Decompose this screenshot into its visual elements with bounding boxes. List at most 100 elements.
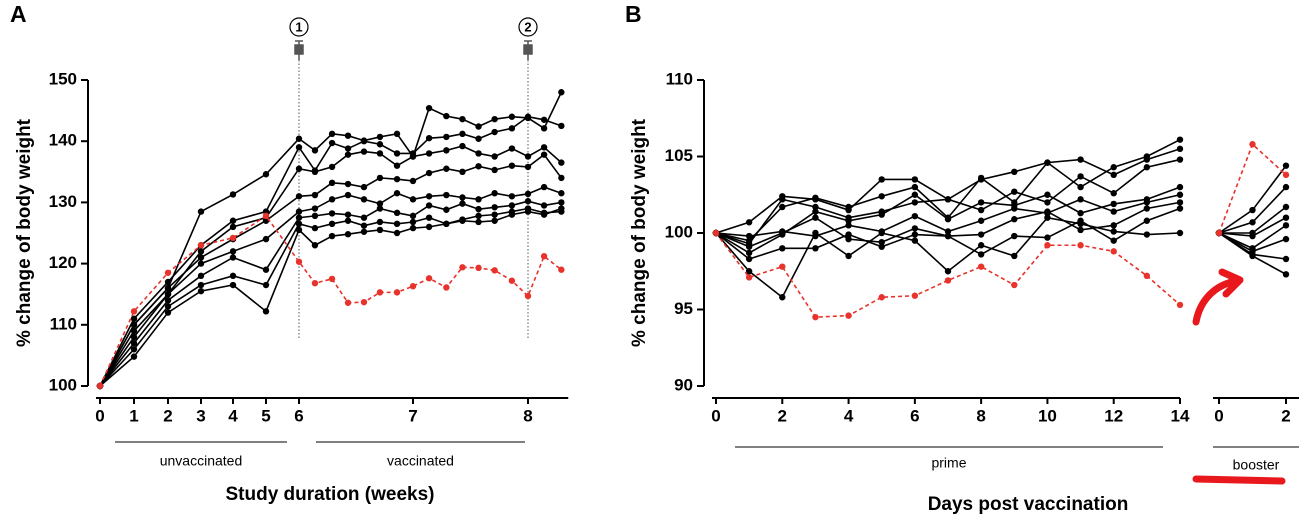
x-tick-label: 4 bbox=[228, 406, 238, 425]
data-point bbox=[845, 222, 852, 229]
data-point bbox=[393, 162, 401, 169]
data-point bbox=[393, 209, 401, 217]
syringe-icon bbox=[294, 40, 304, 60]
data-point bbox=[878, 193, 885, 200]
data-point bbox=[328, 139, 336, 147]
data-point bbox=[197, 248, 205, 255]
data-point bbox=[944, 216, 952, 223]
data-point bbox=[475, 150, 482, 157]
data-point bbox=[409, 224, 417, 232]
data-point bbox=[425, 202, 433, 209]
data-point bbox=[540, 202, 548, 209]
data-point bbox=[845, 203, 852, 211]
data-point bbox=[524, 197, 532, 205]
data-point bbox=[1282, 183, 1290, 191]
x-tick-label: 2 bbox=[778, 406, 787, 425]
x-tick-label: 10 bbox=[1038, 406, 1057, 425]
data-point bbox=[911, 231, 919, 238]
data-point bbox=[262, 281, 270, 289]
data-point bbox=[360, 214, 368, 221]
data-point bbox=[295, 214, 303, 221]
data-point bbox=[443, 284, 450, 291]
data-point bbox=[376, 289, 384, 296]
series-line bbox=[715, 148, 1181, 242]
data-point bbox=[1077, 220, 1084, 228]
data-point bbox=[197, 287, 205, 295]
data-point bbox=[229, 217, 237, 224]
data-point bbox=[779, 263, 786, 270]
data-point bbox=[459, 115, 466, 123]
y-tick-label: 90 bbox=[674, 375, 693, 394]
data-point bbox=[197, 260, 205, 267]
data-point bbox=[475, 205, 482, 213]
data-point bbox=[558, 159, 565, 166]
data-point bbox=[295, 193, 303, 200]
x-tick-label: 6 bbox=[910, 406, 919, 425]
data-point bbox=[443, 220, 450, 228]
data-point bbox=[1143, 205, 1151, 212]
data-point bbox=[409, 196, 417, 203]
data-point bbox=[393, 175, 401, 183]
data-point bbox=[1176, 199, 1184, 206]
data-point bbox=[328, 163, 336, 171]
data-point bbox=[911, 199, 919, 206]
data-point bbox=[409, 153, 417, 160]
data-point bbox=[475, 264, 482, 272]
data-point bbox=[311, 168, 319, 175]
x-axis-label: Days post vaccination bbox=[928, 494, 1129, 515]
data-point bbox=[376, 200, 384, 207]
data-point bbox=[376, 218, 384, 226]
data-point bbox=[459, 200, 466, 207]
data-point bbox=[911, 212, 919, 220]
data-point bbox=[425, 223, 433, 231]
y-tick-label: 110 bbox=[666, 69, 693, 88]
data-point bbox=[376, 205, 384, 212]
data-point bbox=[262, 171, 270, 178]
data-point bbox=[1282, 255, 1290, 263]
x-tick-label: 3 bbox=[196, 406, 205, 425]
data-point bbox=[130, 346, 138, 353]
data-point bbox=[425, 193, 433, 200]
data-point bbox=[360, 228, 368, 235]
data-point bbox=[1011, 188, 1018, 195]
x-tick-label: 2 bbox=[163, 406, 172, 425]
data-point bbox=[409, 218, 417, 226]
data-point bbox=[1143, 217, 1151, 224]
data-point bbox=[475, 212, 482, 220]
data-point bbox=[311, 212, 319, 220]
y-tick-label: 150 bbox=[49, 69, 77, 88]
data-point bbox=[491, 128, 498, 136]
data-point bbox=[1176, 145, 1184, 153]
data-point bbox=[977, 231, 985, 238]
data-point bbox=[911, 183, 919, 191]
data-point bbox=[295, 226, 303, 234]
y-tick-label: 105 bbox=[665, 146, 693, 165]
data-point bbox=[229, 272, 237, 280]
data-point bbox=[524, 163, 532, 171]
data-point bbox=[508, 162, 516, 169]
data-point bbox=[295, 135, 303, 142]
data-point bbox=[1282, 214, 1290, 221]
data-point bbox=[262, 266, 270, 273]
data-point bbox=[1110, 171, 1117, 179]
data-point bbox=[491, 217, 498, 224]
data-point bbox=[540, 151, 548, 158]
data-point bbox=[344, 231, 352, 238]
data-point bbox=[1282, 222, 1290, 229]
data-point bbox=[1110, 200, 1117, 208]
arrow-head bbox=[1218, 268, 1244, 298]
data-point bbox=[540, 144, 548, 151]
data-point bbox=[779, 229, 786, 237]
data-point bbox=[409, 177, 417, 185]
data-point bbox=[311, 191, 319, 199]
data-point bbox=[491, 211, 498, 218]
data-point bbox=[328, 130, 336, 138]
data-point bbox=[1077, 242, 1084, 249]
data-point bbox=[1249, 252, 1256, 260]
data-point bbox=[1077, 226, 1084, 234]
y-tick-label: 120 bbox=[49, 253, 77, 272]
y-tick-label: 95 bbox=[674, 299, 693, 318]
data-point bbox=[779, 245, 786, 252]
data-point bbox=[508, 211, 516, 218]
data-point bbox=[360, 138, 368, 145]
